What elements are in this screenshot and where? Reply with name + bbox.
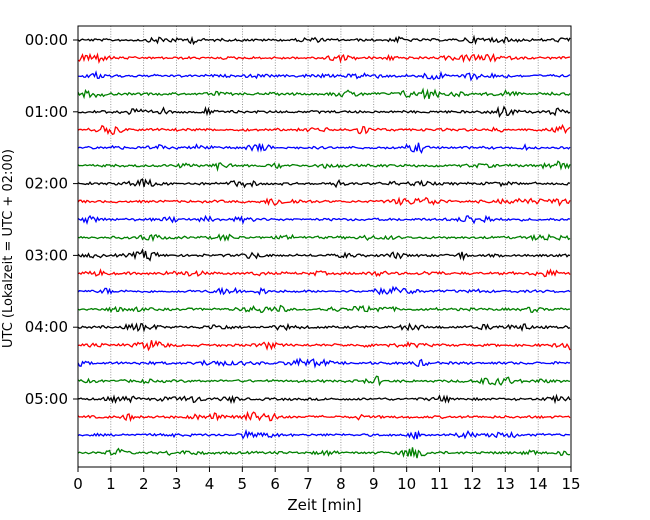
x-tick-label: 14	[529, 475, 548, 493]
x-tick-label: 10	[397, 475, 416, 493]
x-tick-label: 2	[139, 475, 149, 493]
y-tick-label: 05:00	[25, 390, 68, 408]
x-tick-label: 6	[270, 475, 280, 493]
trace-line	[77, 248, 571, 262]
plot-frame	[77, 25, 572, 468]
y-tick-label: 01:00	[25, 103, 68, 121]
x-tick-label: 9	[369, 475, 379, 493]
y-tick-label: 04:00	[25, 318, 68, 336]
traces	[77, 34, 571, 459]
y-tick-label: 03:00	[25, 246, 68, 264]
y-axis-label: UTC (Lokalzeit = UTC + 02:00)	[1, 149, 16, 348]
trace-line	[77, 160, 571, 172]
x-tick-label: 8	[336, 475, 346, 493]
trace-line	[77, 233, 571, 243]
y-axis: 00:00 01:00 02:00 03:00 04:00 05:00	[25, 31, 78, 408]
x-tick-label: 4	[205, 475, 215, 493]
trace-line	[77, 285, 571, 296]
trace-line	[77, 196, 571, 207]
x-tick-label: 15	[561, 475, 580, 493]
trace-line	[77, 304, 571, 314]
trace-line	[77, 178, 571, 189]
trace-line	[77, 87, 571, 100]
x-tick-label: 5	[238, 475, 248, 493]
trace-line	[77, 214, 571, 226]
trace-line	[77, 268, 571, 278]
x-tick-label: 12	[463, 475, 482, 493]
x-tick-label: 3	[172, 475, 182, 493]
x-tick-label: 13	[496, 475, 515, 493]
x-tick-label: 11	[430, 475, 449, 493]
trace-line	[78, 70, 571, 82]
grid-lines	[110, 26, 539, 467]
trace-line	[77, 375, 571, 387]
y-tick-label: 02:00	[25, 175, 68, 193]
trace-line	[77, 428, 571, 441]
x-tick-label: 0	[73, 475, 83, 493]
x-tick-label: 7	[303, 475, 313, 493]
trace-line	[77, 357, 571, 369]
trace-line	[77, 322, 571, 333]
trace-line	[77, 105, 571, 118]
x-tick-label: 1	[106, 475, 116, 493]
trace-line	[77, 52, 571, 64]
trace-line	[77, 123, 571, 136]
x-axis-label: Zeit [min]	[287, 496, 361, 514]
trace-line	[77, 410, 571, 423]
y-tick-label: 00:00	[25, 31, 68, 49]
trace-line	[77, 447, 571, 459]
trace-line	[77, 393, 571, 405]
trace-line	[77, 34, 571, 46]
trace-line	[77, 142, 571, 155]
trace-line	[77, 339, 571, 352]
x-axis: 0 1 2 3 4 5 6 7 8 9 10 11 12 13 14 15	[73, 467, 581, 493]
